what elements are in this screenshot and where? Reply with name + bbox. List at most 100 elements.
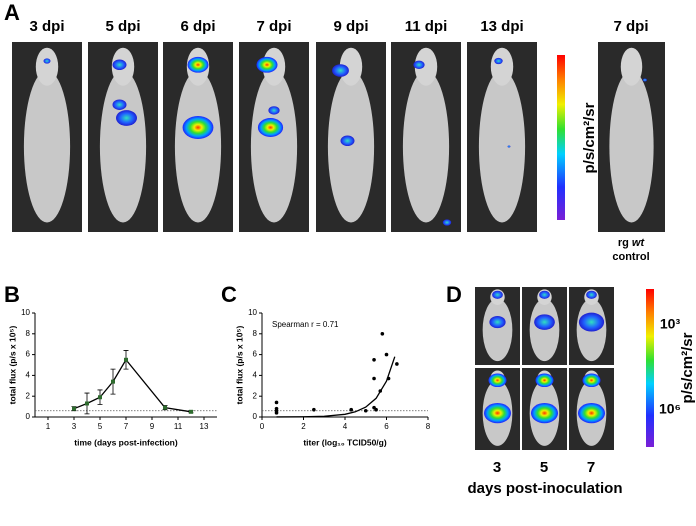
x-tick-label: 1: [46, 422, 51, 431]
x-axis-label: time (days post-infection): [74, 437, 178, 447]
mouse: [99, 70, 147, 223]
x-axis-label: titer (log₁₀ TCID50/g): [303, 437, 387, 447]
column-header: 5 dpi: [105, 18, 140, 35]
column-header: 13 dpi: [480, 18, 523, 35]
line: [73, 358, 192, 413]
signal: [187, 56, 209, 73]
signal: [578, 312, 605, 332]
signal: [582, 373, 601, 388]
panel-label: B: [4, 282, 20, 307]
control-label: rg wt: [618, 237, 646, 249]
panel-label: A: [4, 0, 20, 25]
signal: [43, 58, 51, 64]
point: [274, 400, 279, 405]
column-header: 7 dpi: [613, 18, 648, 35]
mouse: [620, 47, 643, 86]
signal: [642, 78, 647, 82]
point: [163, 405, 167, 410]
column-header: 9 dpi: [333, 18, 368, 35]
panel-label: D: [446, 282, 462, 307]
y-tick-label: 8: [253, 329, 258, 338]
signal: [535, 373, 554, 388]
y-tick-label: 0: [253, 412, 258, 421]
mouse: [529, 298, 560, 362]
column-header: 7 dpi: [256, 18, 291, 35]
x-tick-label: 0: [260, 422, 265, 431]
x-tick-label: 11: [174, 422, 183, 431]
signal: [442, 219, 452, 226]
point: [386, 376, 391, 381]
mouse: [23, 70, 71, 223]
mouse: [490, 47, 514, 86]
signal: [268, 106, 280, 115]
mouse: [174, 70, 222, 223]
y-tick-label: 8: [26, 329, 31, 338]
y-tick-label: 2: [253, 391, 258, 400]
x-tick-label: 5: [98, 422, 103, 431]
signal: [112, 59, 127, 71]
point: [374, 407, 378, 412]
signal: [340, 135, 355, 147]
point: [72, 406, 76, 411]
x-tick-label: 9: [150, 422, 155, 431]
signal: [534, 314, 555, 330]
column-header: 6 dpi: [180, 18, 215, 35]
panel-label: C: [221, 282, 237, 307]
signal: [112, 99, 127, 110]
signal: [257, 118, 284, 137]
y-tick-label: 10: [21, 308, 30, 317]
x-tick-label: 7: [124, 422, 129, 431]
point: [372, 376, 376, 381]
signal: [494, 57, 503, 65]
signal: [492, 290, 503, 299]
signal: [507, 145, 511, 148]
colorbar-tick: 10⁶: [659, 401, 681, 417]
point: [312, 407, 316, 412]
point: [363, 408, 368, 413]
column-header: 3 dpi: [29, 18, 64, 35]
point: [98, 395, 102, 400]
signal: [182, 115, 214, 140]
mouse: [250, 70, 298, 223]
signal: [586, 290, 597, 299]
y-tick-label: 6: [26, 350, 31, 359]
colorbar: [557, 55, 565, 220]
mouse: [478, 70, 526, 223]
point: [349, 407, 354, 412]
colorbar: [646, 289, 654, 447]
colorbar-tick: 10³: [660, 316, 681, 332]
y-tick-label: 0: [26, 412, 31, 421]
x-tick-label: 8: [426, 422, 431, 431]
y-axis-label: total flux (p/s x 10⁵): [234, 326, 244, 405]
point: [124, 357, 128, 362]
annotation: Spearman r = 0.71: [272, 320, 339, 329]
mouse: [327, 70, 375, 223]
mouse: [402, 70, 450, 223]
x-tick-label: 6: [384, 422, 389, 431]
colorbar-label: p/s/cm²/sr: [581, 102, 598, 173]
mouse: [35, 47, 59, 86]
column-header: 11 dpi: [405, 18, 448, 35]
signal: [256, 56, 278, 73]
x-tick-label: 3: [72, 422, 77, 431]
y-tick-label: 10: [248, 308, 257, 317]
y-tick-label: 2: [26, 391, 31, 400]
point: [85, 401, 89, 406]
x-tick-label: 5: [540, 459, 548, 476]
signal: [332, 64, 349, 77]
signal: [413, 60, 425, 69]
fit-curve: [276, 356, 396, 418]
mouse: [482, 298, 513, 362]
mouse: [339, 47, 363, 86]
signal: [116, 110, 137, 126]
point: [378, 389, 383, 393]
mouse: [609, 70, 654, 223]
mouse: [414, 47, 438, 86]
x-axis-label: days post-inoculation: [467, 480, 622, 497]
signal: [531, 402, 558, 424]
signal: [484, 402, 511, 424]
point: [189, 409, 193, 414]
x-tick-label: 13: [200, 422, 209, 431]
y-tick-label: 4: [26, 371, 31, 380]
